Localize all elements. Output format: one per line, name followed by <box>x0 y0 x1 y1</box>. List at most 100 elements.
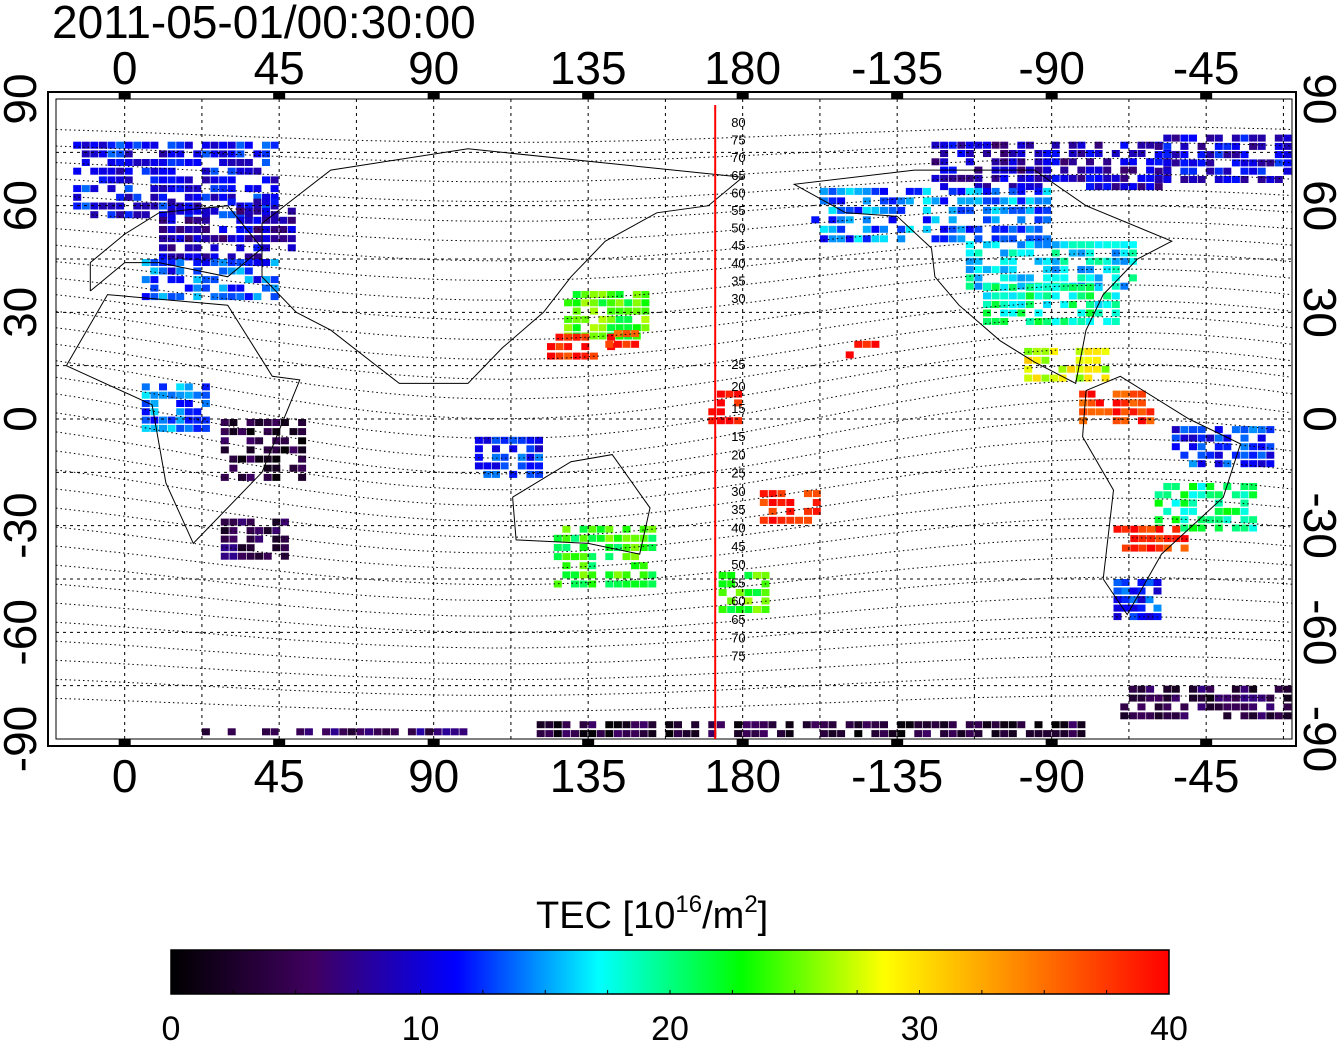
tec-cell <box>648 721 657 729</box>
tec-cell <box>1180 516 1189 524</box>
tec-cell <box>622 525 631 533</box>
colorbar-tick-label: 30 <box>901 1010 939 1042</box>
tec-cell <box>1060 274 1069 282</box>
tec-cell <box>116 167 125 175</box>
tec-cell <box>1154 158 1163 166</box>
tec-cell <box>1104 408 1113 416</box>
tec-cell <box>1180 451 1189 459</box>
tec-cell <box>535 470 543 478</box>
mlat-label: 80 <box>731 115 745 130</box>
tec-cell <box>1129 613 1138 621</box>
tec-cell <box>622 544 631 551</box>
tec-cell <box>246 535 255 543</box>
tec-cell <box>1025 283 1034 291</box>
mlat-label: 20 <box>731 447 745 462</box>
tec-cell <box>1008 235 1017 243</box>
tec-cell <box>1223 167 1232 175</box>
tec-cell <box>1180 499 1189 507</box>
tec-cell <box>1197 176 1206 183</box>
tec-cell <box>1146 158 1155 166</box>
tec-cell <box>1180 703 1189 711</box>
tec-cell <box>244 276 253 284</box>
tec-cell <box>263 552 272 560</box>
tec-cell <box>718 580 727 588</box>
tec-cell <box>1249 703 1258 711</box>
tec-cell <box>965 225 974 233</box>
tec-cell <box>1032 374 1041 382</box>
tec-cell <box>270 259 279 266</box>
tec-cell <box>948 187 957 195</box>
tec-cell <box>1240 134 1249 142</box>
tec-cell <box>751 730 760 738</box>
tec-cell <box>219 259 228 266</box>
tec-cell <box>1041 347 1050 355</box>
tec-cell <box>141 391 150 399</box>
tec-cell <box>270 216 279 224</box>
tec-cell <box>1138 525 1147 533</box>
tec-cell <box>1171 151 1180 159</box>
tec-cell <box>742 721 751 729</box>
tec-cell <box>1137 399 1146 407</box>
tec-cell <box>1068 292 1077 300</box>
tec-cell <box>1197 694 1206 702</box>
tec-cell <box>262 198 270 206</box>
tec-cell <box>555 333 564 341</box>
tick-mark <box>118 739 131 746</box>
tec-cell <box>124 211 133 219</box>
tec-cell <box>500 462 509 470</box>
tec-cell <box>1154 712 1163 720</box>
tec-cell <box>965 150 974 157</box>
tec-cell <box>1249 134 1258 142</box>
tec-cell <box>571 571 579 579</box>
tec-cell <box>1154 183 1163 191</box>
tec-cell <box>98 150 107 158</box>
tec-cell <box>845 216 854 224</box>
tec-cell <box>236 216 245 224</box>
tec-cell <box>716 408 725 416</box>
tec-cell <box>1180 176 1189 183</box>
tec-cell <box>624 315 633 323</box>
tec-cell <box>1086 266 1094 274</box>
tec-cell <box>1017 292 1026 300</box>
tec-cell <box>1025 301 1034 308</box>
tec-cell <box>253 226 262 233</box>
tec-cell <box>253 202 262 210</box>
tec-cell <box>150 293 159 301</box>
tec-cell <box>184 159 193 166</box>
tec-cell <box>1068 249 1077 257</box>
tec-cell <box>862 721 871 729</box>
tec-cell <box>246 455 255 463</box>
tec-cell <box>509 445 518 453</box>
tec-cell <box>220 446 229 454</box>
tec-cell <box>1068 241 1077 249</box>
tec-cell <box>1008 187 1017 195</box>
tec-cell <box>210 185 219 193</box>
tec-cell <box>210 193 219 201</box>
tec-cell <box>613 544 622 551</box>
tec-cell <box>1000 257 1009 265</box>
tec-cell <box>622 534 631 542</box>
tec-cell <box>1086 166 1094 174</box>
tec-cell <box>1189 483 1197 490</box>
tec-cell <box>948 225 957 233</box>
tec-cell <box>716 399 725 407</box>
tec-cell <box>1094 166 1103 174</box>
tec-cell <box>991 301 1000 308</box>
tec-cell <box>1206 483 1215 490</box>
tec-cell <box>828 730 837 738</box>
tec-cell <box>227 176 236 184</box>
tec-cell <box>1146 685 1155 693</box>
tec-cell <box>98 176 107 184</box>
tec-cell <box>1223 151 1232 159</box>
tec-cell <box>517 453 526 461</box>
tec-cell <box>1032 347 1041 355</box>
tec-cell <box>1214 434 1223 442</box>
tec-cell <box>607 307 616 315</box>
tec-cell <box>272 437 281 445</box>
bottom-lon-tick: 45 <box>254 750 305 802</box>
tec-cell <box>1000 141 1009 149</box>
tec-cell <box>193 391 202 399</box>
tec-cell <box>957 206 966 214</box>
tec-cell <box>1223 516 1232 524</box>
tec-cell <box>1043 187 1052 195</box>
